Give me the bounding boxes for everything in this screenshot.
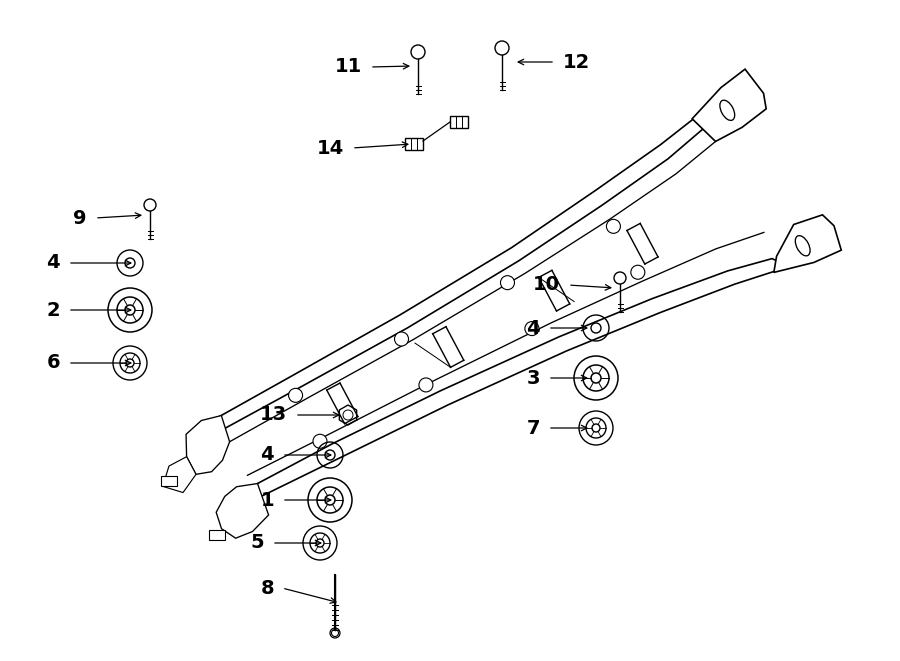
Polygon shape: [774, 215, 842, 272]
Circle shape: [607, 219, 620, 233]
Text: 1: 1: [260, 490, 274, 510]
Circle shape: [418, 378, 433, 392]
Text: 9: 9: [74, 208, 87, 227]
Circle shape: [313, 434, 327, 448]
Circle shape: [394, 332, 409, 346]
Bar: [450, 116, 468, 128]
Text: 8: 8: [260, 578, 274, 598]
Bar: [161, 476, 177, 486]
Polygon shape: [692, 69, 766, 141]
Circle shape: [525, 322, 539, 336]
Text: 6: 6: [47, 354, 60, 373]
Text: 4: 4: [47, 254, 60, 272]
Text: 2: 2: [47, 301, 60, 319]
Circle shape: [631, 265, 644, 279]
Text: 5: 5: [250, 533, 264, 553]
Text: 13: 13: [260, 405, 287, 424]
Text: 14: 14: [317, 139, 344, 157]
Bar: [405, 138, 423, 150]
Text: 11: 11: [335, 58, 362, 77]
Polygon shape: [216, 484, 268, 538]
Text: 12: 12: [563, 52, 590, 71]
Polygon shape: [217, 116, 705, 430]
Polygon shape: [163, 457, 196, 492]
Circle shape: [500, 276, 515, 290]
Polygon shape: [186, 416, 230, 475]
Bar: [209, 529, 225, 539]
Circle shape: [289, 389, 302, 403]
Polygon shape: [253, 258, 780, 497]
Text: 3: 3: [526, 368, 540, 387]
Text: 4: 4: [260, 446, 274, 465]
Text: 10: 10: [533, 276, 560, 295]
Text: 7: 7: [526, 418, 540, 438]
Text: 4: 4: [526, 319, 540, 338]
